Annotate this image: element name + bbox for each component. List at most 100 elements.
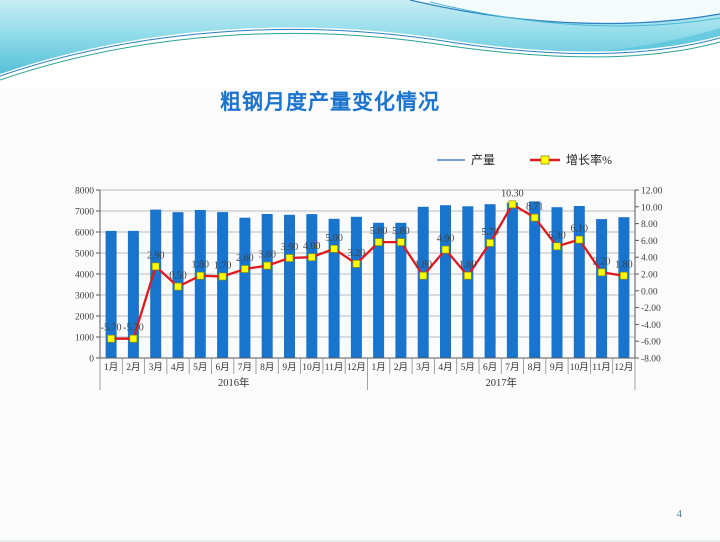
svg-text:12.00: 12.00 — [641, 187, 663, 197]
svg-text:10.00: 10.00 — [641, 203, 663, 213]
growth-data-label: -5.70 — [101, 323, 122, 334]
month-label: 7月 — [238, 362, 252, 373]
production-bars — [105, 201, 630, 358]
growth-data-label: 2.90 — [147, 250, 165, 261]
svg-text:6000: 6000 — [75, 229, 94, 239]
growth-data-label: 8.71 — [526, 202, 544, 213]
growth-data-label: 4.00 — [303, 241, 321, 252]
month-label: 6月 — [215, 362, 229, 373]
svg-text:8.00: 8.00 — [641, 220, 658, 230]
growth-marker — [530, 213, 539, 222]
growth-marker — [374, 238, 383, 246]
production-bar — [417, 206, 429, 358]
legend-item-production: 产量 — [436, 151, 495, 168]
growth-data-label: 4.90 — [437, 234, 455, 245]
month-label: 12月 — [614, 362, 633, 373]
svg-text:-8.00: -8.00 — [641, 355, 661, 365]
growth-data-label: 10.30 — [501, 188, 524, 199]
production-bar — [596, 219, 608, 358]
growth-marker — [241, 265, 249, 273]
chart-legend: 产量 增长率% — [436, 151, 612, 168]
growth-marker — [174, 282, 182, 291]
growth-marker — [196, 271, 205, 280]
production-bar — [261, 214, 273, 358]
svg-text:2.00: 2.00 — [641, 271, 658, 281]
production-bar — [350, 216, 362, 358]
production-bar — [127, 230, 139, 358]
production-bar — [328, 218, 340, 358]
growth-marker — [330, 244, 338, 253]
page-number: 4 — [676, 508, 683, 520]
growth-marker — [620, 271, 628, 280]
production-bar — [239, 217, 251, 358]
growth-data-label: 5.70 — [481, 227, 499, 238]
growth-data-label: 3.00 — [258, 250, 276, 261]
growth-data-label: 1.70 — [214, 261, 232, 272]
svg-text:5000: 5000 — [75, 250, 94, 260]
month-label: 4月 — [171, 362, 185, 373]
growth-data-label: 1.80 — [459, 260, 477, 271]
svg-text:3000: 3000 — [75, 292, 94, 302]
production-bar — [217, 212, 229, 358]
growth-data-label: 3.90 — [281, 242, 299, 253]
growth-marker — [508, 200, 517, 209]
growth-marker — [107, 334, 115, 343]
month-label: 5月 — [461, 362, 475, 373]
month-label: 6月 — [483, 362, 497, 373]
production-bar — [284, 214, 295, 358]
production-bar — [440, 205, 451, 358]
svg-text:0.00: 0.00 — [641, 287, 658, 297]
month-label: 3月 — [149, 362, 163, 373]
growth-data-label: 5.80 — [392, 226, 410, 237]
production-line-swatch-icon — [437, 158, 465, 161]
year-label: 2016年 — [218, 376, 250, 389]
month-label: 4月 — [438, 362, 452, 373]
production-bar — [306, 214, 318, 358]
growth-marker — [397, 238, 405, 246]
growth-marker — [441, 245, 450, 254]
month-label: 7月 — [505, 362, 519, 373]
svg-text:0: 0 — [89, 355, 94, 365]
growth-marker — [129, 334, 138, 343]
month-label: 2月 — [394, 362, 408, 373]
month-label: 9月 — [282, 362, 296, 373]
legend-item-growth: 增长率% — [529, 151, 612, 168]
month-label: 11月 — [592, 362, 611, 373]
month-label: 1月 — [371, 362, 385, 373]
legend-label-growth: 增长率% — [566, 153, 613, 167]
growth-data-label: 5.80 — [370, 226, 388, 237]
year-label: 2017年 — [486, 376, 518, 389]
production-bar — [395, 222, 407, 358]
top-wave-decoration — [0, 0, 720, 88]
production-bar — [529, 201, 541, 358]
month-label: 9月 — [550, 362, 564, 373]
month-label: 1月 — [104, 362, 118, 373]
svg-text:7000: 7000 — [75, 208, 94, 218]
growth-marker — [463, 271, 472, 280]
svg-text:-2.00: -2.00 — [641, 304, 661, 314]
legend-label-production: 产量 — [471, 153, 496, 167]
production-bar — [484, 204, 496, 358]
growth-data-label: 0.50 — [169, 271, 187, 282]
month-label: 10月 — [570, 362, 589, 373]
growth-data-label: 6.10 — [571, 224, 589, 235]
left-axis-labels: 0 1000 2000 3000 4000 5000 6000 7000 8000 — [75, 187, 94, 365]
growth-line — [107, 200, 628, 343]
month-label: 2月 — [126, 362, 140, 373]
production-bar — [194, 210, 206, 358]
category-axis: 1月 2月 3月 4月 5月 6月 7月 8月 9月 10月 11月 12月 1月 2月 3月 4月 5月 6月 7… — [99, 358, 636, 390]
svg-text:4000: 4000 — [75, 271, 94, 281]
svg-text:-4.00: -4.00 — [641, 321, 661, 331]
production-bar — [373, 222, 385, 358]
svg-text:4.00: 4.00 — [641, 254, 658, 264]
growth-data-label: -5.70 — [123, 323, 144, 334]
svg-text:-6.00: -6.00 — [641, 338, 661, 348]
growth-line-marker-swatch-icon — [530, 155, 561, 164]
growth-marker — [419, 271, 428, 280]
right-axis-labels: -8.00 -6.00 -4.00 -2.00 0.00 2.00 4.00 6.00 8.00… — [641, 187, 663, 365]
production-bar — [150, 209, 162, 358]
growth-marker — [575, 235, 584, 244]
growth-marker — [553, 242, 561, 251]
